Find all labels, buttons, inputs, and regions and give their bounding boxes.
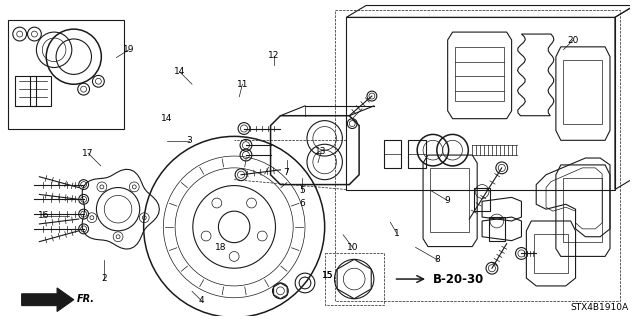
Bar [8, 20, 124, 129]
Text: 18: 18 [214, 243, 226, 252]
Polygon shape [22, 288, 74, 312]
Text: FR.: FR. [77, 294, 95, 304]
Text: 9: 9 [444, 196, 450, 205]
Text: 12: 12 [268, 51, 280, 60]
Bar [324, 254, 384, 305]
Bar [489, 217, 505, 241]
Text: STX4B1910A: STX4B1910A [571, 303, 628, 312]
Text: 17: 17 [83, 149, 94, 158]
Bar [430, 168, 469, 232]
Text: 7: 7 [284, 167, 289, 176]
Text: 13: 13 [316, 147, 327, 156]
Text: 5: 5 [300, 186, 305, 195]
Bar [408, 140, 426, 168]
Bar [563, 60, 602, 123]
Bar [474, 188, 490, 211]
Text: 14: 14 [174, 67, 185, 76]
Bar [454, 47, 504, 101]
Text: 4: 4 [198, 296, 204, 305]
Text: 15: 15 [322, 271, 333, 280]
Bar [563, 178, 602, 242]
Bar [29, 76, 51, 106]
Text: 10: 10 [347, 243, 358, 252]
Text: 6: 6 [300, 199, 305, 208]
Text: B-20-30: B-20-30 [433, 272, 484, 286]
Text: 2: 2 [101, 274, 107, 283]
Bar [15, 76, 36, 106]
Text: 3: 3 [186, 136, 192, 145]
Bar [384, 140, 401, 168]
Text: 11: 11 [237, 80, 248, 89]
Text: 20: 20 [567, 36, 579, 45]
Bar [335, 11, 620, 301]
Text: 16: 16 [38, 211, 50, 220]
Text: 1: 1 [394, 229, 399, 238]
Text: 8: 8 [435, 256, 440, 264]
Text: 14: 14 [161, 114, 173, 123]
Text: 15: 15 [322, 271, 333, 280]
Text: 19: 19 [124, 45, 135, 54]
Bar [534, 234, 568, 273]
